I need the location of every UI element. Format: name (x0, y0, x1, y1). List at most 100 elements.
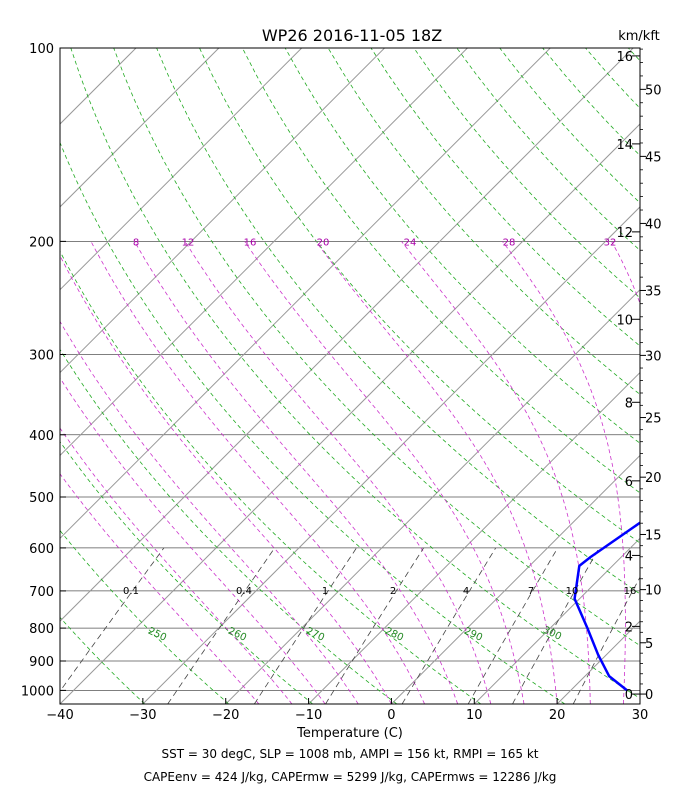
p-tick-label: 500 (29, 491, 54, 506)
moist-adiabat (134, 241, 459, 704)
kft-tick-label: 15 (645, 528, 662, 543)
dry-adiabat (199, 48, 640, 544)
dry-adiabat (60, 702, 61, 704)
moist-adiabat (90, 241, 425, 704)
isotherm (391, 454, 640, 704)
plot-frame (59, 47, 641, 705)
isotherm (60, 48, 551, 539)
dewpoint-profile (573, 521, 640, 692)
kft-tick-label: 35 (645, 284, 662, 299)
moist-adiabat (60, 320, 359, 704)
p-tick-label: 900 (29, 655, 54, 670)
isotherm (473, 537, 640, 704)
kft-tick-label: 0 (645, 688, 653, 703)
isotherm (308, 371, 640, 704)
moist-adiabat (315, 241, 558, 704)
footer-line-1: SST = 30 degC, SLP = 1008 mb, AMPI = 156… (161, 747, 538, 761)
moist-adiabat (184, 241, 492, 704)
dry-adiabat (60, 250, 482, 704)
kft-tick-label: 20 (645, 471, 662, 486)
mixing-ratio-line (572, 576, 640, 704)
dry-adiabat (671, 48, 700, 704)
mixing-ratio-label: 7 (528, 586, 534, 597)
kft-tick-label: 40 (645, 217, 662, 232)
x-tick-label: 20 (549, 708, 566, 723)
x-tick-label: 30 (632, 708, 649, 723)
dry-adiabat (499, 48, 640, 204)
km-tick-label: 4 (625, 549, 633, 564)
dry-adiabat (628, 48, 640, 62)
mixing-ratio-label: 2 (390, 586, 396, 597)
kft-tick-label: 25 (645, 412, 662, 427)
p-tick-label: 600 (29, 542, 54, 557)
mixing-ratio-label: 20 (317, 237, 330, 248)
km-tick-label: 0 (625, 688, 633, 703)
moist-adiabat (60, 427, 293, 704)
isotherm (60, 48, 634, 622)
kft-tick-label: 50 (645, 83, 662, 98)
x-tick-label: 10 (466, 708, 483, 723)
mixing-ratio-label: 0.1 (123, 586, 139, 597)
km-tick-label: 6 (625, 475, 633, 490)
mixing-ratio-label: 12 (182, 237, 195, 248)
x-axis-label: Temperature (C) (296, 726, 403, 741)
dry-adiabat (113, 48, 640, 647)
isotherm (60, 48, 220, 208)
km-tick-label: 8 (625, 396, 633, 411)
kft-tick-label: 45 (645, 150, 662, 165)
mixing-ratio-line (512, 547, 600, 704)
isotherm (60, 48, 385, 374)
mixing-ratio-label: 4 (463, 586, 469, 597)
isotherm (142, 206, 640, 704)
dry-adiabat (60, 141, 566, 704)
isotherm (60, 48, 468, 457)
x-tick-label: −20 (212, 708, 239, 723)
p-tick-label: 100 (29, 42, 54, 57)
mixing-ratio-label: 0.4 (236, 586, 252, 597)
dry-adiabat (284, 48, 640, 444)
isotherm (225, 289, 640, 704)
km-kft-axis-label: km/kft (618, 29, 660, 44)
dry-adiabat-label: 300 (541, 625, 563, 643)
footer-line-2: CAPEenv = 424 J/kg, CAPErmw = 5299 J/kg,… (144, 770, 557, 784)
mixing-ratio-label: 16 (624, 586, 637, 597)
p-tick-label: 800 (29, 622, 54, 637)
km-tick-label: 14 (616, 138, 633, 153)
dry-adiabat (60, 529, 229, 704)
kft-tick-label: 30 (645, 349, 662, 364)
moist-adiabat (690, 241, 700, 704)
dry-adiabat (70, 48, 640, 699)
mixing-ratio-label: 16 (244, 237, 257, 248)
p-tick-label: 400 (29, 429, 54, 444)
isotherm (639, 703, 640, 704)
dry-adiabat (242, 48, 640, 494)
mixing-ratio-line (325, 547, 424, 704)
chart-title: WP26 2016-11-05 18Z (262, 26, 442, 45)
dry-adiabat (60, 616, 145, 704)
km-tick-label: 16 (616, 50, 633, 65)
x-tick-label: −40 (46, 708, 73, 723)
p-tick-label: 700 (29, 585, 54, 600)
mixing-ratio-label: 1 (322, 586, 328, 597)
dry-adiabat (327, 48, 640, 395)
p-tick-label: 200 (29, 235, 54, 250)
isotherm (60, 123, 640, 704)
dry-adiabat (60, 348, 398, 704)
km-tick-label: 10 (616, 313, 633, 328)
isotherm (60, 48, 303, 291)
dry-adiabat (370, 48, 640, 347)
mixing-ratio-label: 32 (604, 237, 617, 248)
mixing-ratio-label: 10 (566, 586, 579, 597)
plot-layers (0, 48, 700, 704)
mixing-ratio-label: 28 (503, 237, 516, 248)
mixing-ratio-line (60, 547, 165, 692)
x-tick-label: −10 (295, 708, 322, 723)
p-tick-label: 300 (29, 348, 54, 363)
mixing-ratio-label: 8 (133, 237, 139, 248)
moist-adiabat (244, 241, 525, 704)
mixing-ratio-line (401, 547, 497, 704)
isotherm (0, 48, 53, 704)
moist-adiabat (502, 241, 626, 704)
